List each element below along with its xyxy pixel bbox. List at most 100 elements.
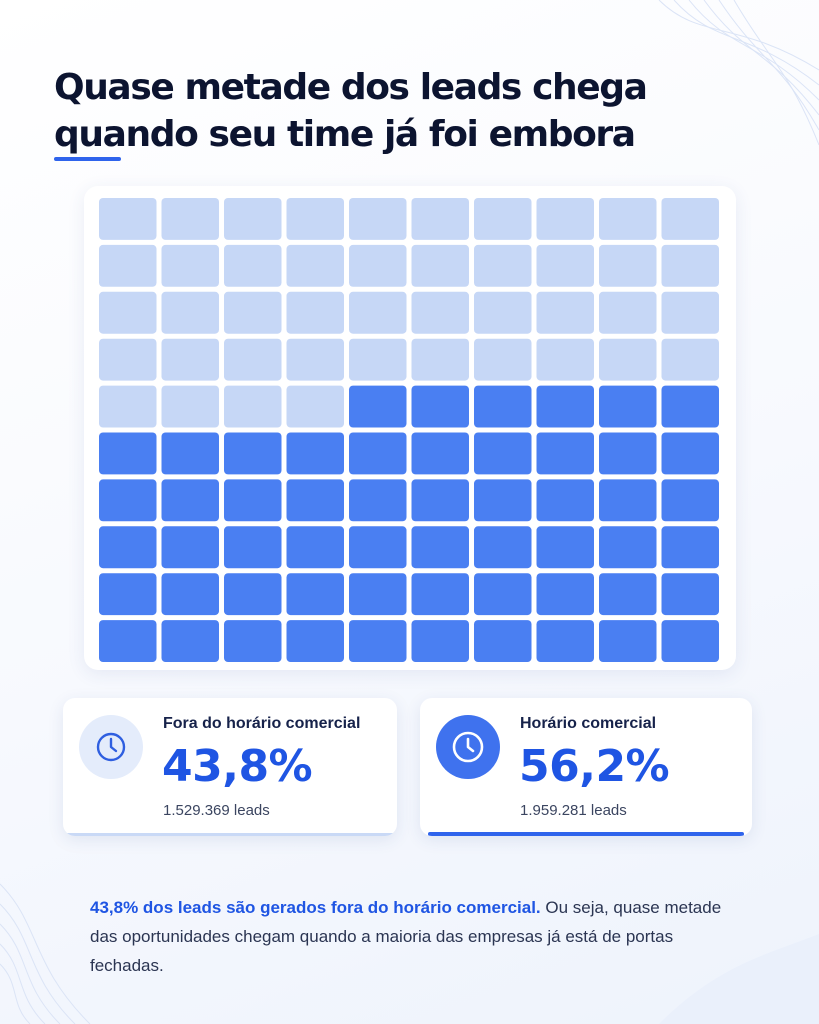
waffle-cell-business-hours (99, 620, 157, 662)
waffle-cell-business-hours (224, 479, 282, 522)
waffle-cell-business-hours (286, 620, 344, 662)
waffle-cell-outside-hours (99, 291, 157, 334)
waffle-cell-business-hours (474, 432, 532, 475)
waffle-cell-outside-hours (599, 198, 657, 240)
waffle-cell-outside-hours (99, 338, 157, 381)
stat-label-outside: Fora do horário comercial (163, 715, 361, 732)
card-bottom-bar (63, 833, 397, 836)
waffle-cell-outside-hours (286, 385, 344, 428)
waffle-cell-business-hours (99, 573, 157, 616)
waffle-cell-outside-hours (661, 198, 719, 240)
waffle-cell-business-hours (536, 432, 594, 475)
waffle-cell-business-hours (536, 526, 594, 569)
stat-leads-outside: 1.529.369 leads (163, 802, 270, 819)
waffle-cell-outside-hours (286, 338, 344, 381)
waffle-chart-card (84, 186, 736, 670)
waffle-cell-business-hours (286, 479, 344, 522)
title-accent-rule (54, 157, 121, 161)
waffle-cell-business-hours (411, 620, 469, 662)
waffle-cell-business-hours (474, 620, 532, 662)
waffle-cell-business-hours (349, 620, 407, 662)
page-title-line-2: quando seu time já foi embora (54, 114, 636, 156)
waffle-chart (99, 198, 719, 662)
waffle-cell-outside-hours (161, 338, 219, 381)
stat-value-outside: 43,8% (162, 741, 313, 792)
waffle-cell-business-hours (661, 385, 719, 428)
waffle-cell-outside-hours (474, 338, 532, 381)
waffle-cell-business-hours (224, 620, 282, 662)
waffle-cell-outside-hours (599, 291, 657, 334)
waffle-cell-outside-hours (536, 244, 594, 287)
stat-value-inside: 56,2% (519, 741, 670, 792)
waffle-cell-business-hours (99, 526, 157, 569)
waffle-cell-business-hours (599, 385, 657, 428)
waffle-cell-business-hours (161, 479, 219, 522)
waffle-cell-business-hours (286, 526, 344, 569)
waffle-cell-outside-hours (224, 244, 282, 287)
waffle-cell-business-hours (474, 573, 532, 616)
waffle-cell-outside-hours (661, 338, 719, 381)
waffle-cell-outside-hours (349, 338, 407, 381)
waffle-cell-business-hours (599, 479, 657, 522)
waffle-cell-outside-hours (161, 198, 219, 240)
waffle-cell-outside-hours (224, 291, 282, 334)
waffle-cell-business-hours (349, 432, 407, 475)
waffle-cell-business-hours (661, 526, 719, 569)
stat-label-inside: Horário comercial (520, 715, 657, 732)
waffle-cell-outside-hours (161, 291, 219, 334)
waffle-cell-outside-hours (349, 291, 407, 334)
waffle-cell-business-hours (349, 385, 407, 428)
waffle-cell-outside-hours (224, 198, 282, 240)
waffle-cell-outside-hours (411, 198, 469, 240)
clock-icon (436, 715, 500, 779)
waffle-cell-business-hours (411, 432, 469, 475)
waffle-cell-outside-hours (99, 244, 157, 287)
waffle-cell-outside-hours (161, 244, 219, 287)
waffle-cell-business-hours (599, 573, 657, 616)
waffle-cell-outside-hours (474, 291, 532, 334)
waffle-cell-outside-hours (99, 198, 157, 240)
waffle-cell-outside-hours (224, 385, 282, 428)
waffle-cell-business-hours (286, 432, 344, 475)
waffle-cell-outside-hours (349, 198, 407, 240)
page-title-line-1: Quase metade dos leads chega (54, 67, 648, 109)
waffle-cell-outside-hours (286, 291, 344, 334)
waffle-cell-business-hours (661, 573, 719, 616)
waffle-cell-business-hours (224, 432, 282, 475)
waffle-cell-business-hours (161, 432, 219, 475)
waffle-cell-business-hours (161, 573, 219, 616)
waffle-cell-business-hours (661, 479, 719, 522)
waffle-cell-outside-hours (224, 338, 282, 381)
waffle-cell-outside-hours (661, 291, 719, 334)
waffle-cell-outside-hours (411, 338, 469, 381)
summary-highlight: 43,8% dos leads são gerados fora do horá… (90, 898, 541, 917)
waffle-cell-business-hours (349, 526, 407, 569)
waffle-cell-business-hours (661, 432, 719, 475)
waffle-cell-business-hours (599, 620, 657, 662)
stat-card-business-hours: Horário comercial 56,2% 1.959.281 leads (420, 698, 752, 836)
summary-paragraph: 43,8% dos leads são gerados fora do horá… (90, 893, 740, 980)
waffle-cell-business-hours (411, 573, 469, 616)
waffle-cell-business-hours (411, 385, 469, 428)
page-title: Quase metade dos leads chega quando seu … (54, 64, 754, 158)
waffle-cell-business-hours (99, 432, 157, 475)
waffle-cell-outside-hours (536, 338, 594, 381)
waffle-cell-outside-hours (474, 244, 532, 287)
waffle-cell-business-hours (536, 573, 594, 616)
waffle-cell-business-hours (661, 620, 719, 662)
waffle-cell-outside-hours (474, 198, 532, 240)
stat-leads-inside: 1.959.281 leads (520, 802, 627, 819)
card-bottom-bar (428, 832, 744, 836)
waffle-cell-outside-hours (286, 198, 344, 240)
waffle-cell-business-hours (161, 526, 219, 569)
waffle-cell-business-hours (411, 479, 469, 522)
waffle-cell-outside-hours (661, 244, 719, 287)
waffle-cell-business-hours (474, 385, 532, 428)
summary-rest: Ou seja, quase metade das oportunidades … (90, 898, 722, 975)
waffle-cell-outside-hours (99, 385, 157, 428)
waffle-cell-outside-hours (599, 338, 657, 381)
waffle-cell-outside-hours (286, 244, 344, 287)
waffle-cell-outside-hours (349, 244, 407, 287)
waffle-cell-business-hours (349, 573, 407, 616)
waffle-cell-outside-hours (411, 244, 469, 287)
